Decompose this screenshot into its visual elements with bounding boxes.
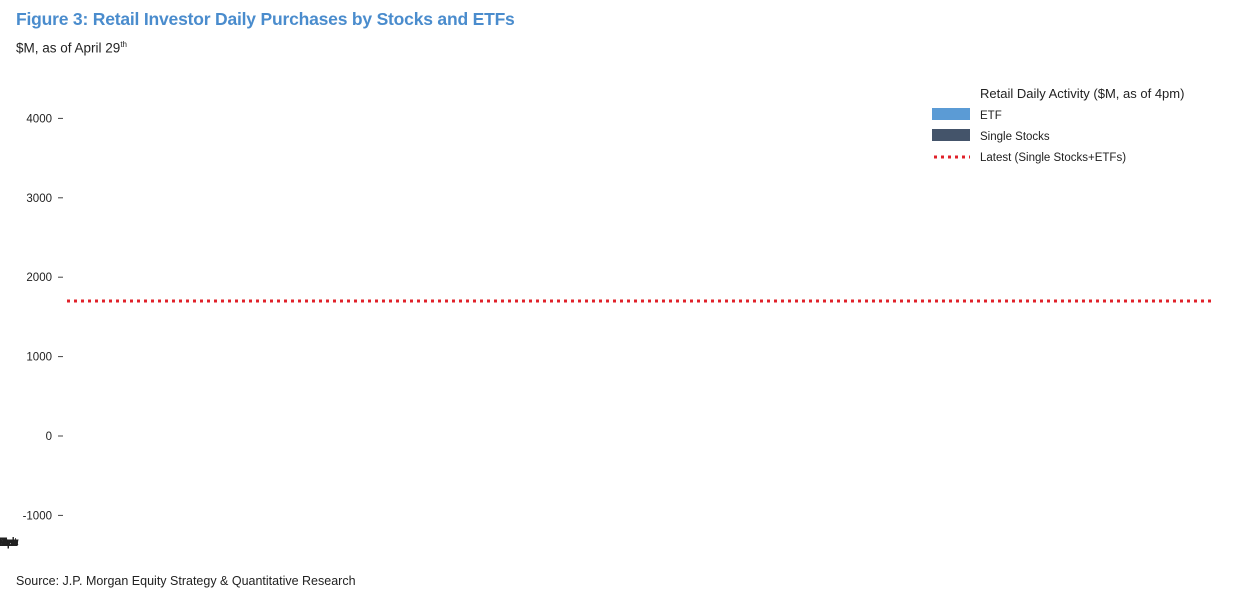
x-tick-label: 01-Apr xyxy=(0,537,17,549)
source-note: Source: J.P. Morgan Equity Strategy & Qu… xyxy=(16,574,356,588)
x-tick-label: 26-Dec xyxy=(0,537,19,549)
y-tick-label: 4000 xyxy=(26,113,52,125)
x-tick-label: 23-Apr xyxy=(0,537,17,549)
legend-label-etf: ETF xyxy=(980,110,1002,122)
x-tick-label: 20-Jan xyxy=(0,537,18,549)
x-tick-label: 26-Nov xyxy=(0,537,19,549)
subtitle-superscript: th xyxy=(120,40,127,49)
x-tick-label: 04-Mar xyxy=(0,537,18,549)
legend-title: Retail Daily Activity ($M, as of 4pm) xyxy=(980,86,1184,101)
x-tick-label: 19-Nov xyxy=(0,537,19,549)
x-tick-label: 11-Dec xyxy=(0,537,18,549)
x-tick-label: 12-Jan xyxy=(0,537,18,549)
x-tick-label: 25-Mar xyxy=(0,537,18,549)
x-tick-label: 03-Feb xyxy=(0,537,18,549)
legend: Retail Daily Activity ($M, as of 4pm) ET… xyxy=(932,86,1184,164)
y-tick-label: 3000 xyxy=(26,193,52,205)
x-tick-label: 18-Mar xyxy=(0,537,18,549)
x-tick-label: 11-Mar xyxy=(0,537,18,549)
y-tick-label: 0 xyxy=(46,431,52,443)
x-tick-label: 05-Jan xyxy=(0,537,18,549)
x-tick-label: 27-Jan xyxy=(0,537,18,549)
chart-subtitle: $M, as of April 29th xyxy=(16,40,127,56)
x-tick-label: 05-Nov xyxy=(0,537,19,549)
legend-label-latest: Latest (Single Stocks+ETFs) xyxy=(980,152,1126,164)
chart-title: Figure 3: Retail Investor Daily Purchase… xyxy=(16,9,515,29)
x-tick-label: 12-Nov xyxy=(0,537,19,549)
x-axis: 29-Oct05-Nov12-Nov19-Nov26-Nov04-Dec11-D… xyxy=(0,537,19,549)
subtitle-text: $M, as of April 29 xyxy=(16,40,121,56)
y-tick-label: 2000 xyxy=(26,272,52,284)
x-tick-label: 10-Feb xyxy=(0,537,18,549)
y-tick-label: -1000 xyxy=(23,510,52,522)
y-tick-label: 1000 xyxy=(26,352,52,364)
x-tick-label: 16-Apr xyxy=(0,537,17,549)
x-tick-label: 18-Feb xyxy=(0,537,18,549)
legend-label-single-stocks: Single Stocks xyxy=(980,131,1050,143)
y-axis: -1000 0 1000 2000 3000 4000 xyxy=(23,113,63,522)
x-tick-label: 18-Dec xyxy=(0,537,19,549)
x-tick-label: 09-Apr xyxy=(0,537,17,549)
legend-swatch-etf xyxy=(932,108,970,120)
x-tick-label: 04-Dec xyxy=(0,537,19,549)
x-tick-label: 29-Oct xyxy=(0,537,18,549)
legend-swatch-single-stocks xyxy=(932,129,970,141)
x-tick-label: 25-Feb xyxy=(0,537,18,549)
